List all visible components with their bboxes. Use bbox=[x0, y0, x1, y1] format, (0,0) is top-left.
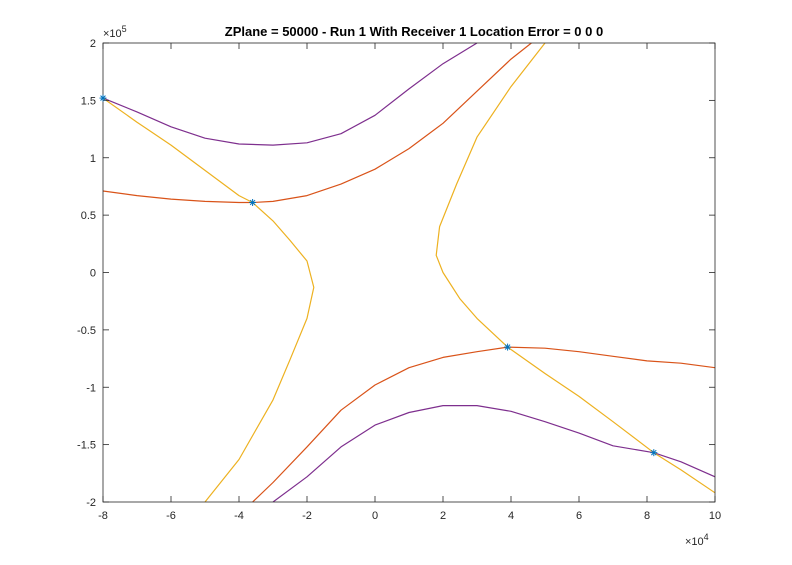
x-tick-label: -2 bbox=[302, 510, 312, 522]
x-tick-label: 0 bbox=[372, 510, 378, 522]
series-line-2 bbox=[272, 405, 715, 502]
y-tick-label: 1 bbox=[90, 153, 96, 165]
chart-title: ZPlane = 50000 - Run 1 With Receiver 1 L… bbox=[225, 24, 603, 39]
series-line-3 bbox=[103, 43, 532, 204]
y-tick-label: 0 bbox=[90, 268, 96, 280]
x-tick-label: -8 bbox=[98, 510, 108, 522]
x-tick-label: -4 bbox=[234, 510, 244, 522]
y-tick-label: -1 bbox=[86, 382, 96, 394]
x-tick-label: 2 bbox=[440, 510, 446, 522]
axes-box bbox=[102, 42, 716, 503]
series-line-5 bbox=[103, 97, 315, 502]
intersection-marker bbox=[249, 199, 257, 207]
y-tick-label: -0.5 bbox=[77, 325, 96, 337]
x-tick-label: 8 bbox=[644, 510, 650, 522]
y-tick-label: 2 bbox=[90, 38, 96, 50]
series-group bbox=[103, 43, 715, 502]
intersection-marker bbox=[650, 449, 658, 457]
series-line-4 bbox=[252, 346, 715, 502]
intersection-marker bbox=[504, 343, 512, 351]
plot-area: -8 -6 -4 -2 0 2 4 6 8 10 -2 -1.5 -1 -0.5 0 0.5 1 1.5 2 ×105… bbox=[77, 24, 721, 548]
intersection-marker bbox=[99, 94, 107, 102]
series-line-1 bbox=[103, 43, 478, 146]
y-exponent-label: ×105 bbox=[103, 24, 127, 40]
x-exponent-label: ×104 bbox=[685, 532, 709, 548]
y-tick-label: 0.5 bbox=[81, 210, 96, 222]
y-tick-label: -1.5 bbox=[77, 440, 96, 452]
y-tick-label: 1.5 bbox=[81, 95, 96, 107]
x-tick-label: 6 bbox=[576, 510, 582, 522]
x-tick-label: -6 bbox=[166, 510, 176, 522]
series-line-6 bbox=[435, 43, 715, 494]
x-tick-label: 4 bbox=[508, 510, 514, 522]
y-tick-label: -2 bbox=[86, 497, 96, 509]
x-tick-label: 10 bbox=[709, 510, 721, 522]
